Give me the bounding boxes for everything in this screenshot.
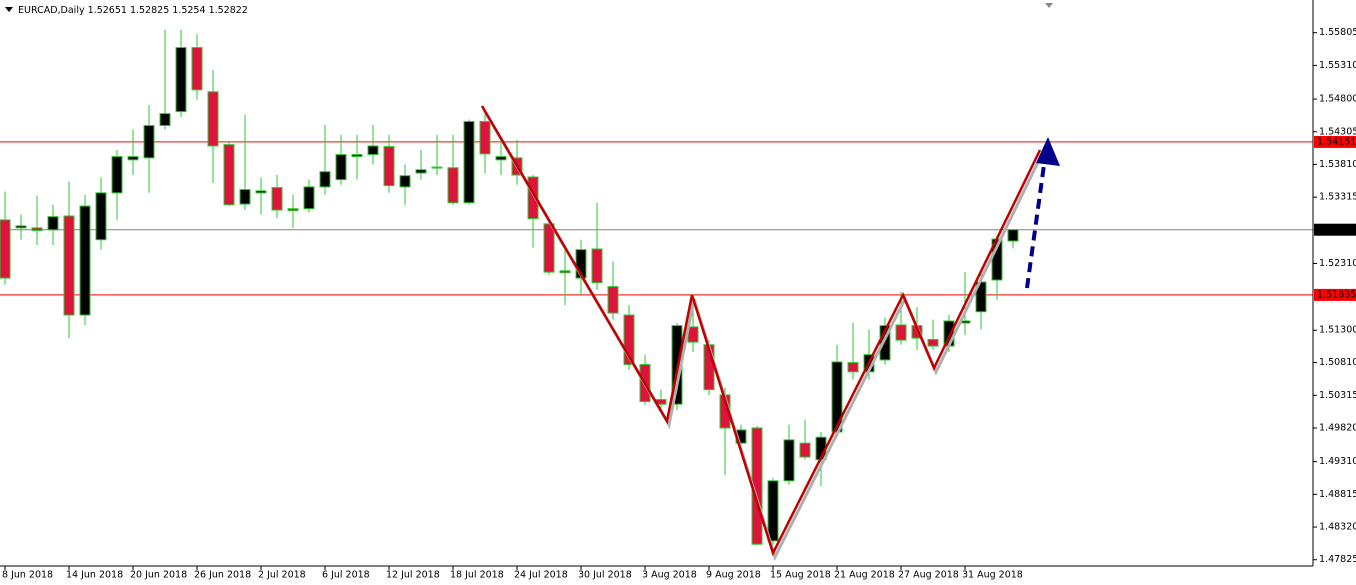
header-close: 1.52822	[209, 5, 248, 16]
x-tick-label: 2 Jul 2018	[258, 570, 306, 581]
price-label-bg	[1314, 288, 1356, 301]
y-tick-label: 1.53315	[1319, 192, 1356, 203]
header-low: 1.5254	[172, 5, 205, 16]
annotations	[480, 3, 1060, 561]
y-tick-label: 1.55805	[1319, 27, 1356, 38]
candle-body	[95, 192, 107, 241]
marker	[1045, 3, 1053, 8]
y-tick-label: 1.50810	[1319, 357, 1356, 368]
y-tick-label: 1.48320	[1319, 522, 1356, 533]
candle-body	[479, 121, 491, 155]
candle-body	[127, 156, 139, 161]
candle-body	[335, 154, 347, 181]
x-tick-label: 8 Jun 2018	[2, 570, 53, 581]
candle-body	[191, 47, 203, 91]
y-tick-label: 1.49820	[1319, 422, 1356, 433]
candle-body	[319, 171, 331, 188]
candle-body	[79, 205, 91, 316]
price-label: 1.52822	[1317, 224, 1356, 235]
candle-body	[399, 175, 411, 188]
y-tick-label: 1.55310	[1319, 60, 1356, 71]
y-tick-label: 1.51300	[1319, 325, 1356, 336]
x-tick-label: 15 Aug 2018	[770, 570, 831, 581]
candle-body	[31, 227, 43, 231]
y-tick-label: 1.49310	[1319, 456, 1356, 467]
arrow-head	[1036, 137, 1060, 166]
candle-body	[431, 166, 443, 169]
candle-body	[111, 156, 123, 194]
price-label-bg	[1314, 135, 1356, 148]
candle-body	[271, 187, 283, 211]
x-tick-label: 21 Aug 2018	[834, 570, 895, 581]
candle-body	[799, 442, 811, 458]
candle-body	[591, 248, 603, 284]
candle-body	[239, 189, 251, 205]
header-open: 1.52651	[88, 5, 127, 16]
candle-body	[255, 190, 267, 194]
candle-body	[495, 156, 507, 161]
candle-body	[303, 186, 315, 210]
candle-body	[63, 215, 75, 316]
trend-line	[480, 105, 1042, 557]
x-tick-label: 26 Jun 2018	[194, 570, 251, 581]
candle-body	[927, 338, 939, 347]
price-label: 1.54151	[1317, 136, 1356, 147]
candle-body	[543, 223, 555, 273]
candle-body	[447, 167, 459, 204]
header-high: 1.52825	[130, 5, 169, 16]
candle-body	[463, 121, 475, 204]
x-tick-label: 14 Jun 2018	[66, 570, 123, 581]
candle-body	[783, 439, 795, 482]
candle-body	[143, 124, 155, 159]
forecast-arrow	[1025, 164, 1046, 289]
x-tick-label: 31 Aug 2018	[962, 570, 1023, 581]
trend-shadow	[482, 109, 1044, 561]
y-tick-label: 1.50315	[1319, 390, 1356, 401]
candle-body	[207, 91, 219, 147]
y-tick-label: 1.53810	[1319, 159, 1356, 170]
candle-body	[175, 47, 187, 113]
candle-body	[847, 362, 859, 373]
x-tick-label: 18 Jul 2018	[450, 570, 504, 581]
candle-body	[223, 144, 235, 206]
candle-body	[559, 270, 571, 274]
candle-body	[767, 480, 779, 542]
candle-body	[415, 169, 427, 174]
x-tick-label: 20 Jun 2018	[130, 570, 187, 581]
candle-body	[351, 154, 363, 158]
price-label: 1.51835	[1317, 289, 1356, 300]
candle-body	[15, 225, 27, 229]
x-tick-label: 30 Jul 2018	[578, 570, 632, 581]
candle-body	[0, 219, 11, 279]
y-tick-label: 1.54800	[1319, 94, 1356, 105]
x-tick-label: 6 Jul 2018	[322, 570, 370, 581]
x-tick-label: 12 Jul 2018	[386, 570, 440, 581]
menu-arrow	[5, 7, 13, 12]
candle-body	[287, 208, 299, 212]
candle-body	[159, 113, 171, 126]
header: EURCAD,Daily 1.52651 1.52825 1.5254 1.52…	[18, 5, 248, 16]
price-label-bg	[1314, 223, 1356, 236]
symbol: EURCAD,Daily	[18, 5, 85, 16]
candle-body	[895, 324, 907, 341]
candle-body	[527, 176, 539, 220]
y-tick-label: 1.52310	[1319, 258, 1356, 269]
x-tick-label: 27 Aug 2018	[898, 570, 959, 581]
candle-body	[607, 286, 619, 314]
x-tick-label: 24 Jul 2018	[514, 570, 568, 581]
candle-body	[47, 216, 59, 231]
x-tick-label: 9 Aug 2018	[706, 570, 761, 581]
candle-body	[367, 145, 379, 156]
candle-body	[1007, 229, 1019, 242]
y-tick-label: 1.54305	[1319, 126, 1356, 137]
candle-body	[623, 314, 635, 366]
candle-body	[383, 146, 395, 187]
y-tick-label: 1.47825	[1319, 554, 1356, 565]
x-tick-label: 3 Aug 2018	[642, 570, 697, 581]
y-tick-label: 1.48815	[1319, 489, 1356, 500]
